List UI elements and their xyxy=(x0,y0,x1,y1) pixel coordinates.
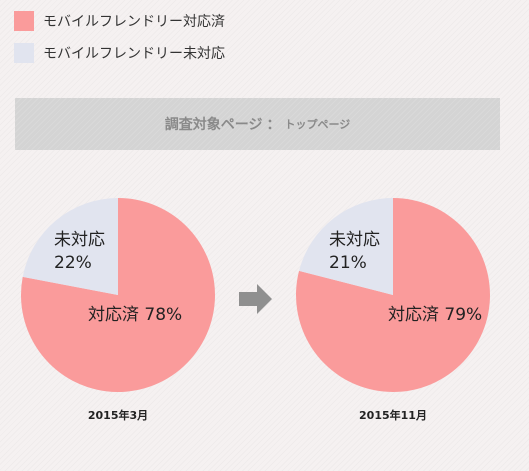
legend-item-compliant: モバイルフレンドリー対応済 xyxy=(14,10,225,32)
pie-chart-1: 対応済 78% 未対応 22% 2015年3月 xyxy=(21,198,216,422)
pie-label-noncompliant-pct: 22% xyxy=(54,253,92,273)
legend-item-noncompliant: モバイルフレンドリー未対応 xyxy=(14,42,225,64)
right-arrow-icon xyxy=(239,284,272,314)
pie-slice-noncompliant xyxy=(299,198,393,295)
pie-chart-2: 対応済 79% 未対応 21% 2015年11月 xyxy=(296,197,491,422)
pie-label-compliant: 対応済 78% xyxy=(88,305,182,325)
survey-target-banner: 調査対象ページ ： トップページ xyxy=(15,98,500,150)
banner-separator: ： xyxy=(266,117,281,133)
pie-label-compliant: 対応済 79% xyxy=(388,305,482,325)
pie-label-noncompliant-name: 未対応 xyxy=(54,230,105,250)
legend: モバイルフレンドリー対応済 モバイルフレンドリー未対応 xyxy=(14,10,225,74)
pie-slice-compliant xyxy=(296,197,491,393)
legend-label-compliant: モバイルフレンドリー対応済 xyxy=(43,14,225,30)
pie-caption: 2015年3月 xyxy=(88,408,148,422)
pie-caption: 2015年11月 xyxy=(359,408,427,422)
banner-sub-text: トップページ xyxy=(284,118,351,131)
pie-label-noncompliant-name: 未対応 xyxy=(329,230,380,250)
legend-label-noncompliant: モバイルフレンドリー未対応 xyxy=(43,46,225,62)
pie-label-noncompliant-pct: 21% xyxy=(329,253,367,273)
legend-swatch-compliant xyxy=(14,11,34,31)
banner-main-text: 調査対象ページ xyxy=(164,117,263,133)
legend-swatch-noncompliant xyxy=(14,43,34,63)
pie-slice-compliant xyxy=(21,198,216,392)
pie-slice-noncompliant xyxy=(22,198,118,295)
